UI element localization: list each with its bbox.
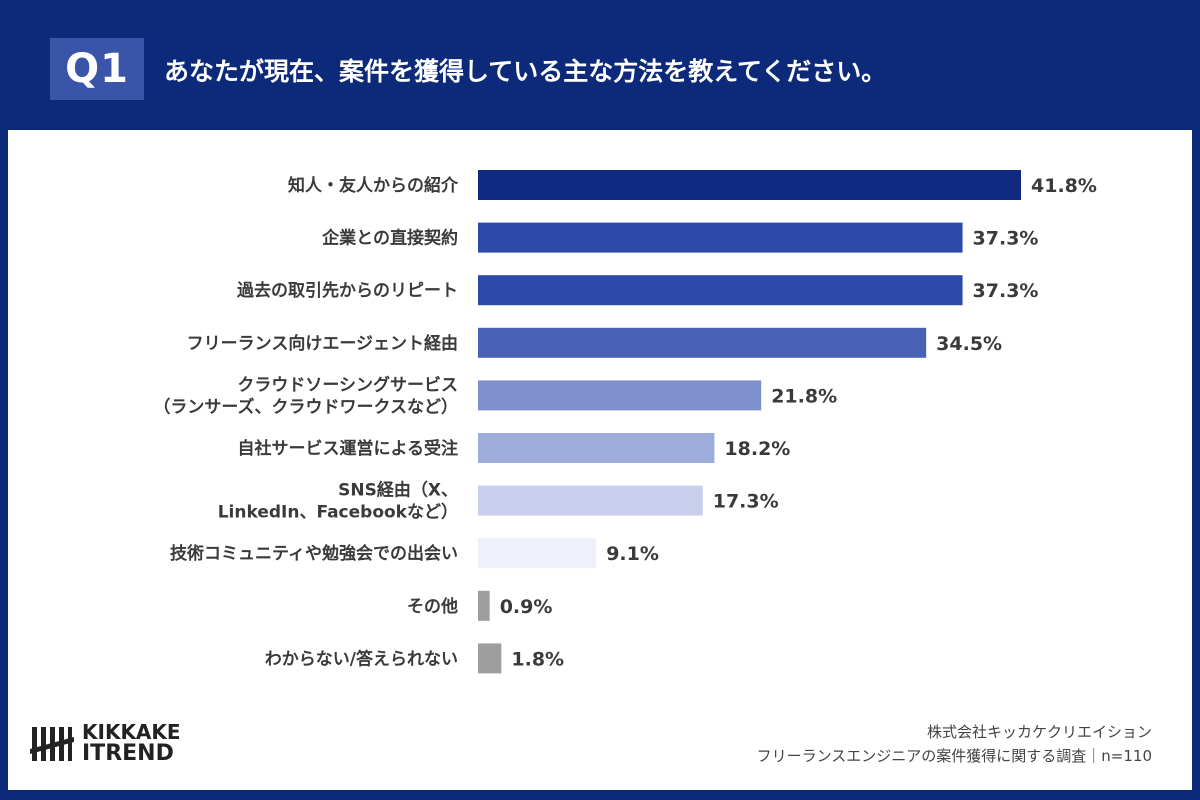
bar-8 [478,590,490,621]
value-label-5: 18.2% [724,438,790,460]
bar-chart: 41.8% 知人・友人からの紹介 37.3% 企業との直接契約 37.3% 過去の取引先か… [153,170,1097,674]
category-label-1: 企業との直接契約 [321,228,458,249]
category-label-5: 自社サービス運営による受注 [238,438,459,459]
chart-panel: 41.8% 知人・友人からの紹介 37.3% 企業との直接契約 37.3% 過去の取引先か… [8,130,1192,790]
logo-line2: ITREND [82,741,174,766]
bar-7 [478,538,597,569]
kikkake-logo: KIKKAKE ITREND [30,718,181,768]
bar-5 [478,433,715,463]
question-badge: Q1 [50,38,144,100]
bar-0 [478,170,1021,200]
category-label-6: SNS経由（X、 LinkedIn、Facebookなど） [218,480,458,523]
bar-2 [478,275,963,306]
value-label-2: 37.3% [973,280,1039,302]
category-label-8: その他 [407,596,458,617]
footer-company: 株式会社キッカケクリエイション [926,723,1152,741]
bar-4 [478,380,762,411]
value-label-0: 41.8% [1031,175,1097,197]
value-label-8: 0.9% [500,596,553,618]
footer: 株式会社キッカケクリエイション フリーランスエンジニアの案件獲得に関する調査｜n… [757,720,1152,768]
footer-survey: フリーランスエンジニアの案件獲得に関する調査｜n=110 [756,747,1152,765]
category-label-4: クラウドソーシングサービス（ランサーズ、クラウドワークスなど） [153,374,458,417]
value-label-1: 37.3% [973,228,1039,250]
category-label-0: 知人・友人からの紹介 [287,175,459,196]
logo-line1: KIKKAKE [82,720,181,744]
logo-mark-icon [30,727,74,761]
value-label-6: 17.3% [713,491,779,513]
category-label-3: フリーランス向けエージェント経由 [187,333,458,354]
category-label-7: 技術コミュニティや勉強会での出会い [170,543,458,564]
value-label-9: 1.8% [511,648,564,670]
bar-6 [478,485,703,516]
question-text: あなたが現在、案件を獲得している主な方法を教えてください。 [164,57,887,86]
bar-3 [478,327,927,358]
header: Q1 あなたが現在、案件を獲得している主な方法を教えてください。 [0,0,1200,130]
category-label-9: わからない/答えられない [265,648,458,669]
bar-1 [478,222,963,253]
value-label-7: 9.1% [606,543,659,565]
category-label-2: 過去の取引先からのリピート [237,280,458,301]
value-label-4: 21.8% [771,385,837,407]
value-label-3: 34.5% [936,333,1002,355]
bar-9 [478,643,502,674]
